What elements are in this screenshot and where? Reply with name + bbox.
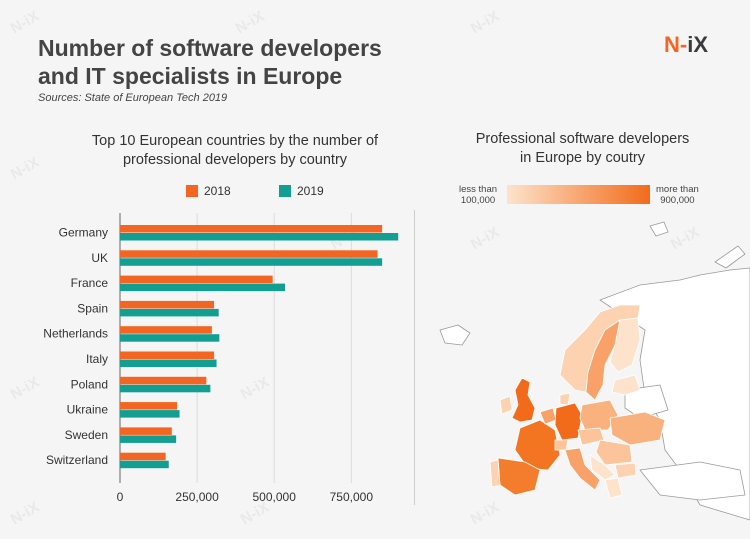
map-region-balkans [589,454,616,481]
bar-2018 [120,427,172,435]
bar-chart: 0 250,000 500,000 750,000 Germany UK France Spa… [43,213,399,504]
legend-item-2019: 2019 [279,184,324,198]
bar-2018 [120,402,178,410]
scale-high-line2: 900,000 [660,195,695,206]
map-region-italy [564,447,601,491]
scale-low-label: less than 100,000 [459,184,497,206]
scale-high-label: more than 900,000 [656,184,699,206]
bar-2019 [120,410,180,418]
bar-2018 [120,326,212,334]
category-label: Netherlands [43,327,108,341]
bar-2019 [120,283,286,292]
map-region-belarus [624,384,669,419]
legend-label-2018: 2018 [204,184,231,198]
map-title: Professional software developers in Euro… [440,130,725,168]
x-tick-label: 750,000 [330,490,374,504]
watermark: N-iX [467,7,503,38]
map-region-greece [604,477,623,499]
bar-2019 [120,384,211,393]
bar-2018 [120,250,378,258]
legend-item-2018: 2018 [186,184,231,198]
color-scale-bar [507,185,650,204]
map-region-switzerland [554,439,569,451]
page-title-line1: Number of software developers [38,35,382,61]
legend-swatch-2019 [279,185,291,197]
category-label: France [71,276,109,290]
bar-2018 [120,376,207,385]
map-region-romania [595,439,633,466]
legend-label-2019: 2019 [297,184,324,198]
watermark: N-iX [7,153,43,184]
category-label: Switzerland [46,453,108,467]
map-region-novaya [714,245,746,269]
logo-ix: iX [687,32,709,57]
brand-logo: N-iX [664,32,708,58]
map-region-ireland [499,395,513,415]
bar-2018 [120,225,383,233]
legend-swatch-2018 [186,185,198,197]
x-tick-label: 500,000 [253,490,297,504]
map-region-uk [511,377,536,423]
map-region-turkey [639,461,746,501]
europe-map [439,221,750,521]
page-title: Number of software developers and IT spe… [38,34,418,90]
bar-2019 [120,233,399,241]
logo-n: N [664,32,680,57]
map-region-poland [579,399,619,431]
watermark: N-iX [7,7,43,38]
category-label: Spain [77,301,108,315]
sources-note: Sources: State of European Tech 2019 [38,92,228,104]
watermark: N-iX [232,7,268,38]
map-region-portugal [489,459,501,488]
category-label: Italy [86,352,108,366]
scale-high-line1: more than [656,184,699,195]
map-title-line2: in Europe by coutry [520,150,645,166]
bar-chart-title-line2: professional developers by country [122,152,348,168]
bar-2019 [120,359,217,367]
bar-2019 [120,308,219,317]
bar-2018 [120,351,215,359]
category-label: UK [91,251,108,265]
map-region-denmark [559,392,571,406]
bar-2019 [120,460,169,469]
scale-low-line1: less than [459,184,498,195]
bar-chart-title-line1: Top 10 European countries by the number … [91,133,379,149]
bar-2018 [120,275,273,284]
map-region-bulgaria [614,462,637,479]
map-region-czech [577,427,605,446]
bar-2018 [120,300,215,309]
scale-low-line2: 100,000 [460,195,496,206]
logo-dash: - [679,32,688,57]
x-tick-label: 0 [117,490,124,504]
map-region-svalbard [649,221,669,237]
map-region-ukraine [609,411,666,446]
map-title-line1: Professional software developers [475,131,690,147]
map-region-france [514,419,561,471]
map-region-baltics [611,374,641,396]
page-title-line2: and IT specialists in Europe [38,63,343,89]
map-region-germany [554,402,583,441]
category-label: Ukraine [67,403,109,417]
category-label: Sweden [65,428,108,442]
bar-2019 [120,258,383,266]
section-divider [414,210,415,505]
bar-2018 [120,452,166,461]
map-region-iceland [439,324,471,346]
bar-2019 [120,435,177,443]
bar-2019 [120,334,220,342]
bar-chart-title: Top 10 European countries by the number … [60,132,410,170]
category-label: Poland [71,377,108,391]
map-region-russia [599,267,750,521]
category-label: Germany [59,226,108,240]
map-region-finland [609,317,641,373]
x-tick-label: 250,000 [175,490,219,504]
